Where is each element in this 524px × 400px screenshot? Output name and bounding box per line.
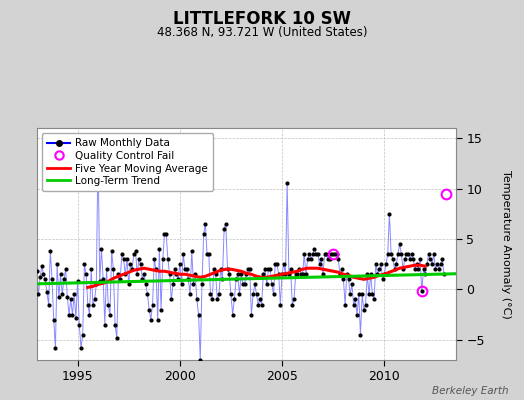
Legend: Raw Monthly Data, Quality Control Fail, Five Year Moving Average, Long-Term Tren: Raw Monthly Data, Quality Control Fail, … — [42, 133, 213, 192]
Text: LITTLEFORK 10 SW: LITTLEFORK 10 SW — [173, 10, 351, 28]
Text: 48.368 N, 93.721 W (United States): 48.368 N, 93.721 W (United States) — [157, 26, 367, 39]
Y-axis label: Temperature Anomaly (°C): Temperature Anomaly (°C) — [501, 170, 511, 318]
Text: Berkeley Earth: Berkeley Earth — [432, 386, 508, 396]
